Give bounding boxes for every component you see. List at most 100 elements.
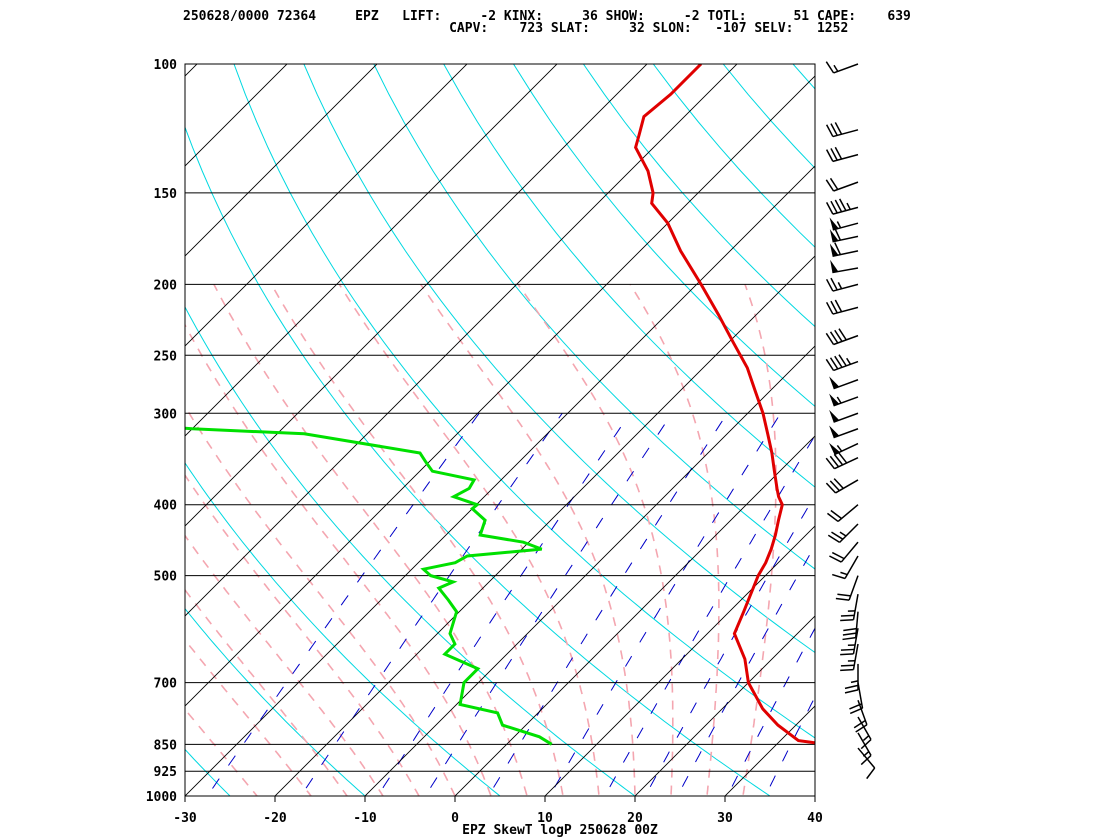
- moist-adiabat-line: [270, 284, 564, 796]
- dry-adiabat-line: [722, 64, 815, 169]
- wind-barb-flag: [831, 551, 845, 560]
- dry-adiabat-line: [512, 64, 815, 408]
- wind-barb-half-flag: [846, 202, 851, 210]
- plot-frame: [184, 63, 816, 797]
- wind-barb-pennant: [829, 425, 840, 438]
- moist-adiabat-line: [185, 404, 456, 796]
- wind-barb: [825, 299, 859, 315]
- mixing-ratio-line: [206, 413, 480, 796]
- wind-barb-shaft: [833, 396, 859, 407]
- dewpoint-line: [185, 426, 553, 746]
- wind-barb-flag: [833, 453, 844, 466]
- dry-adiabat-line: [901, 31, 1120, 812]
- isotherm-line: [274, 255, 815, 796]
- pressure-tick-label: 925: [154, 765, 177, 780]
- mixing-ratio-line: [726, 627, 815, 796]
- moist-adiabat-line: [517, 283, 674, 796]
- wind-barb-flag: [831, 531, 844, 540]
- wind-barb-flag: [834, 199, 843, 213]
- temperature-tick-label: 0: [451, 811, 459, 826]
- moist-adiabat-line: [185, 638, 312, 796]
- wind-barb-half-flag: [837, 282, 843, 290]
- wind-barb: [825, 478, 859, 494]
- wind-barb-flag: [825, 332, 835, 345]
- wind-barb-flag: [825, 149, 834, 162]
- mixing-ratio-line: [604, 434, 815, 796]
- wind-barb-flag: [840, 653, 854, 656]
- temperature-tick-label: 20: [627, 811, 643, 826]
- wind-barb-half-flag: [833, 64, 839, 72]
- header-line-2: CAPV: 723 SLAT: 32 SLON: -107 SELV: 1252: [183, 21, 849, 36]
- wind-barb-flag: [842, 632, 857, 636]
- temperature-tick-label: 30: [717, 811, 733, 826]
- wind-barb: [826, 504, 859, 523]
- pressure-tick-label: 850: [154, 738, 178, 753]
- wind-barb: [829, 425, 859, 439]
- isotherm-line: [185, 64, 378, 257]
- pressure-tick-label: 250: [154, 349, 178, 364]
- wind-barb-flag: [834, 146, 843, 160]
- wind-barb: [857, 716, 872, 750]
- wind-barb: [825, 146, 859, 163]
- wind-barb-flag: [830, 300, 838, 314]
- isotherm-line: [544, 525, 815, 796]
- dry-adiabat-line: [185, 125, 771, 796]
- wind-barb-flag: [825, 278, 834, 292]
- wind-barb-flag: [832, 573, 846, 580]
- wind-barb-flag: [827, 534, 841, 544]
- moist-adiabat-line: [185, 323, 492, 796]
- wind-barb-flag: [825, 201, 834, 215]
- dry-adiabat-line: [792, 64, 815, 90]
- wind-barb-flag: [843, 627, 857, 632]
- wind-barb-shaft: [833, 412, 859, 423]
- isotherm-line: [454, 435, 815, 796]
- wind-barb-flag: [840, 664, 855, 667]
- profiles: [185, 64, 815, 746]
- pressure-tick-label: 300: [154, 407, 178, 422]
- moist-adiabat-line: [213, 284, 528, 796]
- wind-barb-flag: [834, 227, 842, 241]
- wind-barb-half-flag: [840, 571, 848, 576]
- dry-adiabat-line: [1037, 31, 1120, 812]
- wind-barb-pennant: [828, 442, 840, 455]
- wind-barb-pennant: [829, 229, 839, 242]
- moist-adiabat-line: [185, 534, 384, 796]
- wind-barb-flag: [829, 177, 839, 190]
- wind-barb: [842, 611, 859, 641]
- wind-barb-flag: [830, 509, 842, 520]
- wind-barb-flag: [840, 668, 854, 672]
- wind-barb-flag: [825, 358, 835, 371]
- wind-barb: [857, 732, 872, 766]
- wind-barb-flag: [826, 512, 839, 523]
- isotherm-line: [814, 795, 815, 796]
- wind-barb: [825, 451, 859, 470]
- wind-barb-flag: [844, 684, 859, 690]
- dry-adiabat-line: [373, 64, 815, 570]
- wind-barb: [829, 376, 859, 390]
- pressure-tick-label: 200: [154, 278, 178, 293]
- isotherm-line: [185, 64, 738, 617]
- wind-barb-half-flag: [836, 444, 843, 452]
- wind-barb-flag: [825, 179, 835, 192]
- wind-barb-flag: [833, 478, 844, 489]
- moist-adiabat-line: [420, 283, 636, 796]
- temperature-tick-label: 10: [537, 811, 553, 826]
- dry-adiabat-line: [582, 64, 815, 328]
- wind-barb-flag: [829, 357, 839, 370]
- moist-adiabat-line: [185, 588, 348, 796]
- dry-adiabat-line: [303, 64, 815, 654]
- temperature-tick-label: -20: [263, 811, 287, 826]
- wind-barb: [835, 575, 859, 601]
- wind-barb: [825, 61, 859, 74]
- wind-barb-flag: [834, 122, 843, 135]
- wind-barb-pennant: [829, 376, 840, 389]
- wind-barb-pennant: [830, 259, 839, 273]
- wind-barb-shaft: [832, 267, 859, 274]
- wind-barb-half-flag: [839, 531, 847, 537]
- wind-barb-flag: [830, 148, 838, 161]
- mixing-ratio-line: [764, 695, 815, 796]
- wind-barb-flag: [837, 451, 848, 464]
- moist-adiabat-line: [185, 708, 259, 796]
- dry-adiabat-line: [652, 64, 815, 248]
